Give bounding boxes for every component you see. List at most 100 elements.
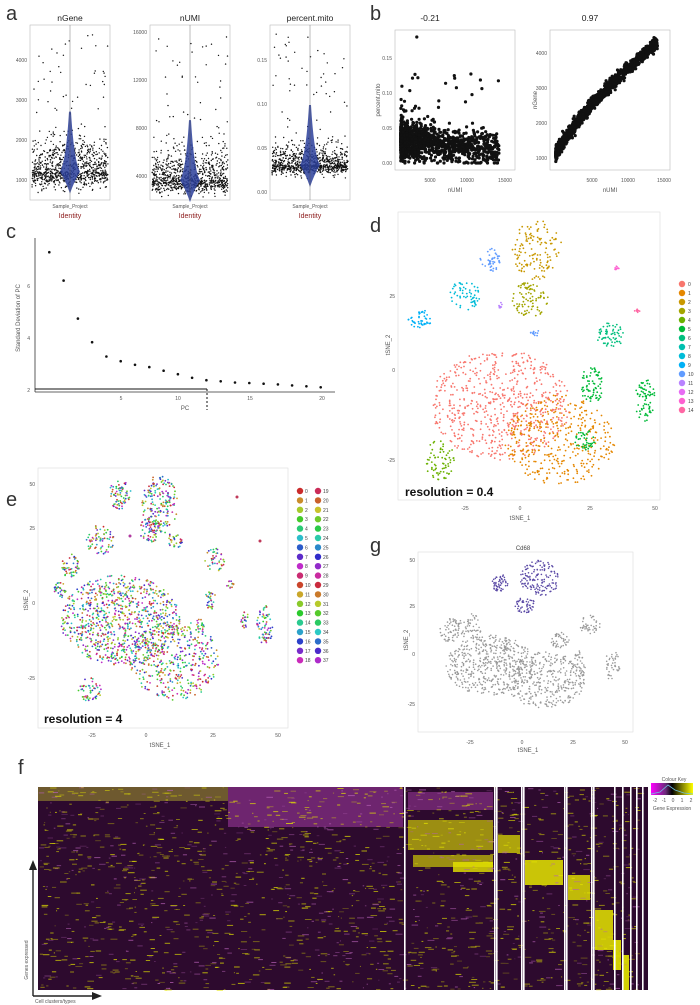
violin-point	[331, 160, 333, 162]
violin-point	[79, 153, 81, 155]
violin-point	[47, 171, 50, 174]
violin-point	[281, 111, 283, 113]
violin-point	[201, 136, 204, 139]
scatter-point	[446, 128, 450, 132]
violin-point	[83, 156, 86, 158]
violin-point	[289, 83, 292, 85]
violin-point	[342, 169, 345, 172]
violin-point	[214, 152, 217, 154]
violin-point	[83, 172, 86, 174]
violin-point	[78, 192, 80, 194]
violin-point	[325, 169, 327, 171]
scatter-point	[435, 161, 439, 165]
violin-title-ngene: nGene	[57, 13, 83, 23]
violin-point	[279, 166, 281, 169]
violin-point	[84, 176, 87, 179]
violin-point	[328, 158, 330, 161]
scatter-point	[461, 152, 465, 156]
violin-point	[332, 151, 334, 153]
violin-point	[155, 178, 157, 180]
scatter-point	[496, 146, 500, 151]
scatter-point	[462, 139, 466, 143]
panel-label-c: c	[6, 221, 16, 243]
violin-point	[151, 182, 154, 184]
violin-point	[156, 166, 158, 169]
violin-point	[77, 159, 80, 161]
violin-point	[341, 168, 344, 171]
violin-point	[206, 152, 208, 154]
violin-point	[46, 159, 49, 161]
violin-point	[179, 176, 181, 178]
violin-point	[40, 176, 43, 179]
violin-point	[341, 67, 344, 69]
violin-point	[35, 169, 38, 171]
sample-label: Sample_Project	[172, 204, 208, 210]
violin-point	[223, 186, 225, 188]
violin-point	[163, 189, 166, 191]
violin-point	[48, 182, 50, 185]
violin-point	[176, 181, 178, 184]
scatter-point	[455, 148, 459, 152]
scatter-point	[476, 161, 480, 165]
violin-point	[211, 182, 213, 184]
violin-point	[45, 172, 47, 174]
violin-point	[50, 133, 52, 136]
violin-point	[86, 171, 88, 173]
violin-point	[55, 147, 57, 149]
violin-point	[273, 46, 276, 48]
violin-point	[63, 190, 66, 193]
violin-point	[84, 125, 86, 128]
violin-point	[333, 150, 336, 152]
violin-point	[201, 170, 203, 173]
violin-point	[226, 164, 229, 166]
violin-point	[292, 143, 294, 146]
violin-point	[280, 173, 282, 176]
violin-point	[86, 158, 88, 160]
violin-point	[316, 154, 319, 157]
violin-point	[164, 181, 167, 183]
violin-point	[88, 152, 91, 154]
violin-point	[337, 169, 340, 171]
violin-point	[32, 140, 34, 142]
violin-point	[94, 170, 97, 172]
violin-point	[300, 149, 303, 151]
violin-point	[54, 175, 57, 177]
violin-point	[94, 179, 96, 181]
violin-point	[224, 154, 227, 156]
violin-point	[158, 185, 160, 188]
scatter-point	[433, 155, 438, 159]
violin-point	[179, 61, 181, 63]
violin-point	[273, 162, 275, 164]
violin-point	[326, 143, 328, 145]
violin-point	[198, 170, 200, 172]
violin-point	[216, 181, 218, 183]
violin-point	[172, 60, 174, 62]
violin-point	[162, 178, 164, 180]
violin-point	[323, 144, 326, 146]
violin-point	[194, 152, 197, 155]
violin-point	[199, 180, 202, 182]
violin-point	[96, 153, 99, 155]
violin-point	[45, 187, 47, 189]
violin-point	[343, 160, 345, 162]
scatter-point	[419, 122, 423, 126]
violin-point	[53, 168, 55, 170]
violin-point	[166, 179, 169, 181]
scatter-point	[452, 74, 456, 78]
violin-point	[180, 160, 183, 162]
violin-point	[174, 184, 177, 186]
violin-point	[157, 184, 160, 186]
scatter-point	[411, 121, 416, 125]
violin-point	[98, 152, 100, 154]
violin-point	[62, 156, 65, 159]
scatter-point	[472, 148, 476, 152]
violin-point	[220, 169, 222, 171]
violin-point	[77, 177, 80, 180]
violin-point	[54, 107, 56, 110]
violin-point	[170, 172, 173, 174]
violin-point	[336, 158, 339, 160]
violin-point	[225, 181, 228, 183]
scatter-point	[418, 159, 422, 163]
violin-point	[155, 184, 158, 186]
panel-label-d: d	[370, 215, 381, 237]
